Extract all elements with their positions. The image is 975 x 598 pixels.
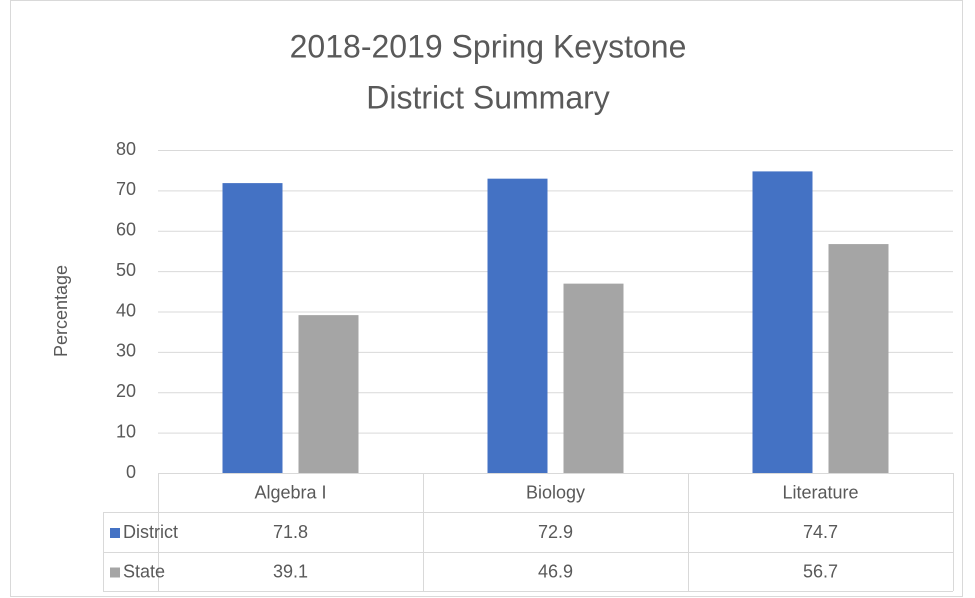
y-tick-label: 40 xyxy=(116,300,136,320)
legend-label: State xyxy=(123,561,165,581)
bar xyxy=(487,178,548,473)
bar xyxy=(298,315,359,473)
chart-title: District Summary xyxy=(366,79,610,115)
bar xyxy=(222,183,283,474)
legend-key xyxy=(110,567,120,578)
y-axis-label: Percentage xyxy=(51,265,71,357)
y-tick-label: 20 xyxy=(116,381,136,401)
y-tick-label: 50 xyxy=(116,260,136,280)
legend-label: District xyxy=(123,522,178,542)
table-value: 72.9 xyxy=(538,522,573,542)
table-value: 39.1 xyxy=(273,561,308,581)
table-value: 71.8 xyxy=(273,522,308,542)
bar xyxy=(563,283,624,473)
x-tick-label: Algebra I xyxy=(254,482,326,502)
y-tick-label: 0 xyxy=(126,462,136,482)
legend-key xyxy=(110,528,120,538)
y-tick-label: 10 xyxy=(116,421,136,441)
bar xyxy=(752,171,813,473)
x-tick-label: Biology xyxy=(526,482,585,502)
y-tick-label: 60 xyxy=(116,220,136,240)
y-tick-label: 70 xyxy=(116,179,136,199)
y-tick-label: 80 xyxy=(116,139,136,159)
chart-title: 2018-2019 Spring Keystone xyxy=(290,28,687,64)
x-tick-label: Literature xyxy=(782,482,858,502)
table-value: 46.9 xyxy=(538,561,573,581)
table-value: 56.7 xyxy=(803,561,838,581)
bar xyxy=(828,244,889,473)
table-value: 74.7 xyxy=(803,522,838,542)
y-tick-label: 30 xyxy=(116,341,136,361)
